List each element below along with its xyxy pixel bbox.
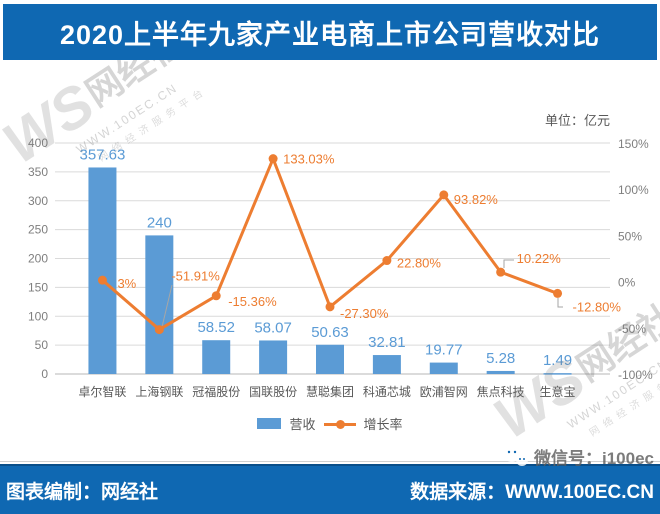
growth-value-label: 22.80% [397,256,442,271]
y-axis-tick: 400 [28,136,48,150]
y-axis-tick: 350 [28,165,48,179]
revenue-bar [259,340,288,374]
revenue-legend-label: 营收 [289,417,316,432]
growth-marker [211,291,221,301]
growth-value-label: 93.82% [454,192,499,207]
footer-banner: 图表编制：网经社 数据来源：WWW.100EC.CN [0,464,660,514]
growth-marker [553,288,563,298]
category-label: 卓尔智联 [78,384,126,399]
y2-axis-tick: 100% [618,183,649,197]
revenue-bar [145,235,174,374]
revenue-value-label: 32.81 [368,334,406,351]
revenue-value-label: 50.63 [311,324,349,341]
growth-value-label: 3% [117,276,136,291]
growth-value-label: -51.91% [171,269,220,284]
unit-label: 单位：亿元 [544,113,610,128]
growth-value-label: 10.22% [517,251,562,266]
y2-axis-tick: -100% [618,368,653,382]
revenue-value-label: 1.49 [543,352,572,369]
revenue-value-label: 5.28 [486,350,515,367]
category-label: 国联股份 [249,385,297,399]
category-label: 欧浦智网 [420,384,468,399]
y-axis-tick: 300 [28,194,48,208]
growth-marker [268,154,278,164]
growth-legend-marker [323,418,356,430]
y2-axis-tick: 150% [618,137,649,151]
revenue-bar [429,362,458,374]
chart-legend: 营收 增长率 [0,414,660,433]
category-label: 上海钢联 [135,384,183,399]
growth-value-label: -27.30% [340,306,389,321]
revenue-legend-swatch [257,418,282,429]
footer-separator [0,461,660,462]
revenue-value-label: 240 [147,214,172,231]
category-label: 科通芯城 [363,385,411,399]
y-axis-tick: 250 [28,223,48,237]
growth-legend-label: 增长率 [363,417,403,432]
y-axis-tick: 50 [35,338,49,352]
y-axis-tick: 0 [41,367,48,381]
revenue-value-label: 58.52 [197,319,235,336]
y-axis-tick: 100 [28,309,48,323]
footer-source: 数据来源：WWW.100EC.CN [410,481,654,503]
chart-title: 2020上半年九家产业电商上市公司营收对比 [59,19,601,50]
growth-value-label: -15.36% [228,294,277,309]
y2-axis-tick: 50% [618,229,642,243]
revenue-value-label: 357.63 [79,146,125,163]
label-leader-line [161,284,173,328]
revenue-bar [88,167,117,374]
y2-axis-tick: 0% [618,276,636,290]
y-axis-tick: 200 [28,252,48,266]
growth-marker [154,325,164,335]
revenue-bar [372,355,401,374]
growth-marker [97,275,107,285]
label-leader-line [503,259,514,268]
revenue-bar [202,340,231,374]
revenue-bar [486,370,515,374]
growth-value-label: 133.03% [283,152,335,167]
category-label: 生意宝 [540,384,576,399]
footer-credit: 图表编制：网经社 [6,481,159,503]
category-label: 慧聪集团 [306,384,354,399]
y-axis-tick: 150 [28,280,48,294]
revenue-bar [543,373,572,375]
revenue-value-label: 19.77 [425,342,463,359]
revenue-value-label: 58.07 [254,319,292,336]
growth-marker [325,302,335,312]
category-label: 焦点科技 [477,385,525,399]
y2-axis-tick: -50% [618,322,646,336]
revenue-bar [316,344,344,374]
growth-marker [496,267,506,277]
label-leader-line [557,298,563,308]
growth-value-label: -12.80% [573,299,622,314]
title-banner: 2020上半年九家产业电商上市公司营收对比 [3,4,657,60]
category-label: 冠福股份 [192,384,240,399]
growth-marker [439,190,449,200]
growth-marker [382,256,392,266]
